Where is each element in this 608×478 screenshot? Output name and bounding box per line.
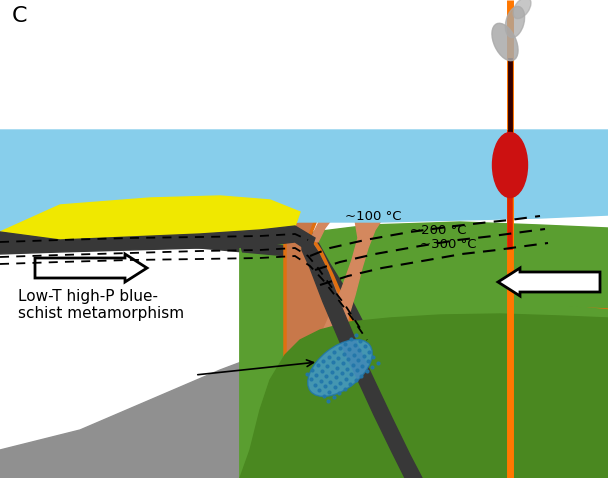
Polygon shape	[0, 226, 315, 254]
FancyArrow shape	[35, 254, 147, 282]
Polygon shape	[0, 220, 310, 258]
FancyArrow shape	[498, 268, 600, 296]
Ellipse shape	[492, 23, 518, 61]
Polygon shape	[0, 120, 300, 230]
Ellipse shape	[308, 339, 372, 396]
Ellipse shape	[505, 6, 525, 38]
Polygon shape	[310, 232, 440, 478]
Polygon shape	[240, 222, 608, 478]
Polygon shape	[0, 270, 608, 478]
Ellipse shape	[513, 0, 531, 19]
Text: ~100 °C: ~100 °C	[345, 210, 401, 223]
Polygon shape	[0, 0, 608, 130]
Text: Low-T high-P blue-
schist metamorphism: Low-T high-P blue- schist metamorphism	[18, 289, 184, 321]
Polygon shape	[302, 238, 422, 478]
Polygon shape	[0, 196, 300, 245]
Polygon shape	[0, 130, 608, 236]
Polygon shape	[240, 314, 608, 478]
Text: ~200 °C: ~200 °C	[410, 224, 466, 237]
Polygon shape	[285, 20, 608, 478]
Text: ~300 °C: ~300 °C	[420, 238, 477, 251]
Polygon shape	[290, 128, 608, 478]
Ellipse shape	[492, 132, 528, 197]
Polygon shape	[240, 248, 608, 478]
Polygon shape	[240, 308, 608, 478]
Polygon shape	[20, 195, 310, 248]
Text: C: C	[12, 6, 27, 26]
